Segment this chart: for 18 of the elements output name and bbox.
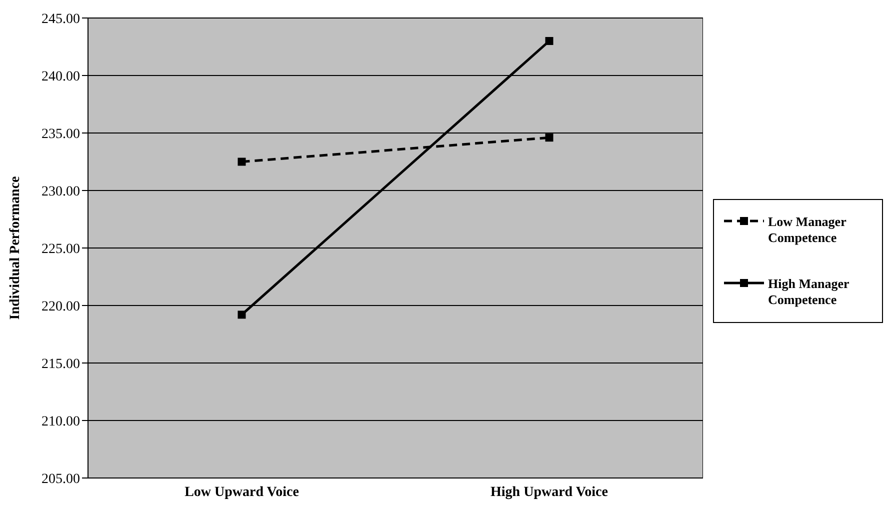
y-tick-label: 230.00 [42,184,80,200]
point [545,134,554,142]
x-tick-label: High Upward Voice [490,484,608,500]
y-tick-label: 210.00 [42,414,80,430]
x-tick-label: Low Upward Voice [184,484,299,500]
y-tick-label: 235.00 [42,126,80,142]
legend-label: High Manager Competence [768,276,850,308]
legend-label: Low Manager Competence [768,214,848,246]
y-tick-label: 225.00 [42,242,80,257]
y-axis-title: Individual Performance [8,176,23,320]
point [545,37,554,45]
y-tick-label: 205.00 [42,472,80,487]
point [238,310,246,319]
point [238,158,246,166]
y-tick-label: 220.00 [42,299,80,314]
y-tick-label: 245.00 [42,12,80,27]
y-tick-label: 215.00 [42,356,80,372]
y-tick-label: 240.00 [42,69,80,84]
